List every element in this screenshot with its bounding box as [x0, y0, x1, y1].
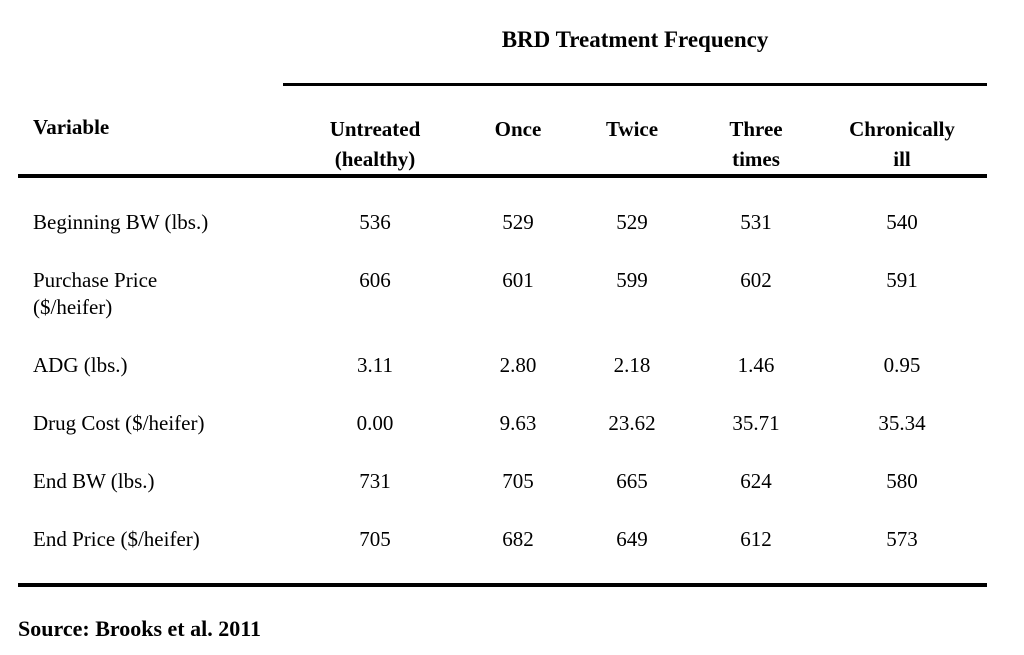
column-header-three-times: Three times — [695, 84, 817, 178]
cell-value: 3.11 — [357, 352, 393, 377]
column-header-untreated-healthy: Untreated (healthy) — [283, 84, 467, 178]
cell-value: 591 — [886, 267, 918, 292]
column-header-chronically-ill: Chronically ill — [817, 84, 988, 178]
cell-value: 665 — [616, 468, 648, 493]
cell-value: 0.00 — [356, 410, 394, 435]
table-body: Beginning BW (lbs.) 536 529 529 531 540 … — [18, 176, 987, 585]
cell-value: 536 — [359, 209, 391, 234]
cell-value: 1.46 — [737, 352, 775, 377]
cell-value: 9.63 — [499, 410, 537, 435]
cell-value: 649 — [616, 526, 648, 551]
source-note: Source: Brooks et al. 2011 — [18, 616, 262, 641]
cell-value: 540 — [886, 209, 918, 234]
row-label: Drug Cost ($/heifer) — [33, 410, 205, 435]
row-label: ADG (lbs.) — [33, 352, 128, 377]
cell-value: 35.34 — [878, 410, 926, 435]
cell-value: 529 — [616, 209, 648, 234]
table-row: Purchase Price ($/heifer) 606 601 599 60… — [18, 236, 987, 321]
cell-value: 624 — [740, 468, 772, 493]
cell-value: 580 — [886, 468, 918, 493]
spanner-spacer — [18, 15, 283, 84]
table-row: End Price ($/heifer) 705 682 649 612 573 — [18, 495, 987, 585]
spanner-row: BRD Treatment Frequency — [18, 15, 988, 86]
header-row: Variable Untreated (healthy) Once Twice … — [18, 84, 988, 178]
row-label: Beginning BW (lbs.) — [33, 209, 209, 234]
cell-value: 682 — [502, 526, 534, 551]
brd-treatment-frequency-table: BRD Treatment Frequency Variable Untreat… — [18, 15, 988, 587]
cell-value: 35.71 — [732, 410, 780, 435]
cell-value: 599 — [616, 267, 648, 292]
column-header-once: Once — [467, 84, 569, 178]
cell-value: 23.62 — [608, 410, 656, 435]
row-label: Purchase Price ($/heifer) — [33, 267, 158, 319]
cell-value: 601 — [502, 267, 534, 292]
cell-value: 612 — [740, 526, 772, 551]
cell-value: 606 — [359, 267, 391, 292]
row-label: End Price ($/heifer) — [33, 526, 200, 551]
cell-value: 0.95 — [883, 352, 921, 377]
table-row: End BW (lbs.) 731 705 665 624 580 — [18, 437, 987, 495]
table-row: ADG (lbs.) 3.11 2.80 2.18 1.46 0.95 — [18, 321, 987, 379]
cell-value: 529 — [502, 209, 534, 234]
table-row: Drug Cost ($/heifer) 0.00 9.63 23.62 35.… — [18, 379, 987, 437]
table-row: Beginning BW (lbs.) 536 529 529 531 540 — [18, 176, 987, 236]
table-spanner-title: BRD Treatment Frequency — [283, 15, 988, 86]
cell-value: 602 — [740, 267, 772, 292]
cell-value: 2.80 — [499, 352, 537, 377]
cell-value: 705 — [502, 468, 534, 493]
column-header-variable: Variable — [18, 84, 283, 178]
cell-value: 573 — [886, 526, 918, 551]
row-label: End BW (lbs.) — [33, 468, 155, 493]
cell-value: 2.18 — [613, 352, 651, 377]
cell-value: 705 — [359, 526, 391, 551]
cell-value: 731 — [359, 468, 391, 493]
cell-value: 531 — [740, 209, 772, 234]
column-header-twice: Twice — [569, 84, 695, 178]
